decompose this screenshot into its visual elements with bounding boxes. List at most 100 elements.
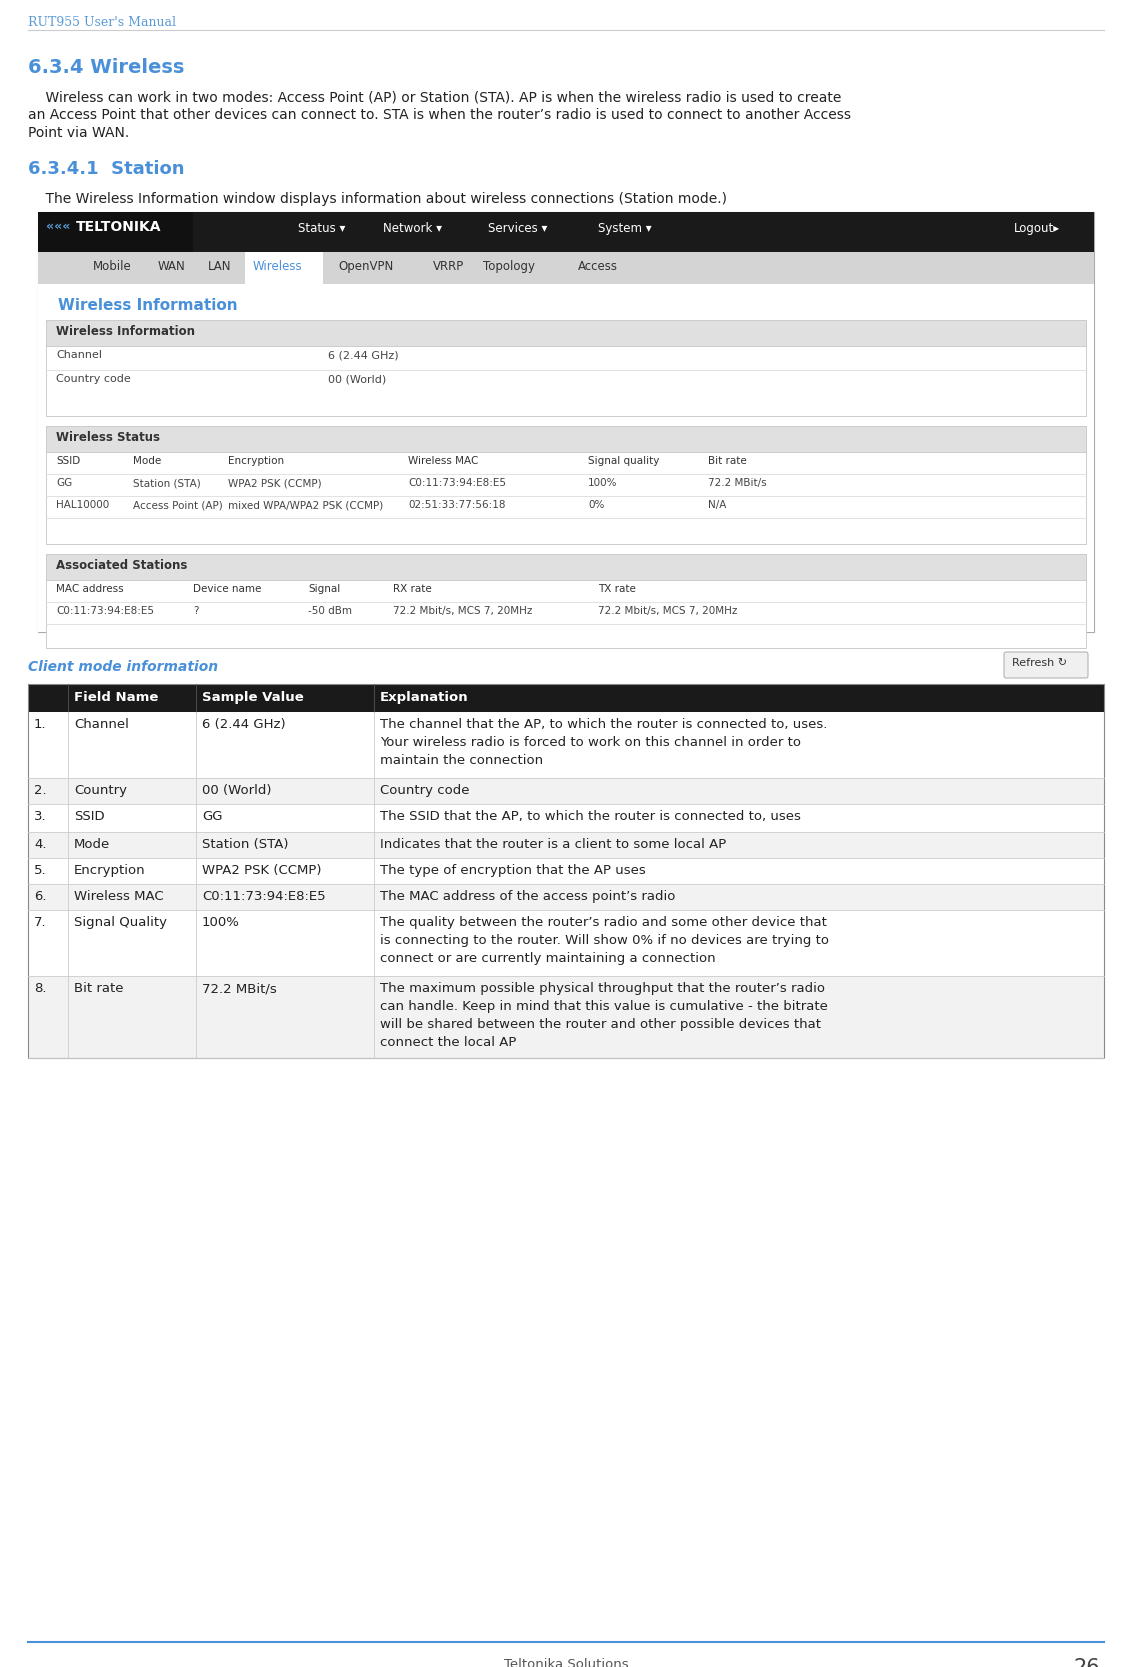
Text: ?: ? [192, 607, 198, 617]
Text: an Access Point that other devices can connect to. STA is when the router’s radi: an Access Point that other devices can c… [28, 108, 851, 122]
Text: 02:51:33:77:56:18: 02:51:33:77:56:18 [408, 500, 506, 510]
Text: Signal: Signal [308, 583, 341, 593]
Text: Station (STA): Station (STA) [132, 478, 200, 488]
Text: Bit rate: Bit rate [708, 457, 747, 467]
Bar [28, 884, 1104, 910]
Text: RX rate: RX rate [393, 583, 431, 593]
Text: Sample Value: Sample Value [201, 692, 303, 703]
Text: 100%: 100% [588, 478, 617, 488]
Bar [46, 427, 1086, 543]
Bar [46, 427, 1086, 452]
Text: 6 (2.44 GHz): 6 (2.44 GHz) [328, 350, 398, 360]
Text: 0%: 0% [588, 500, 604, 510]
Text: Indicates that the router is a client to some local AP: Indicates that the router is a client to… [380, 839, 727, 850]
Text: 6.: 6. [34, 890, 46, 904]
Text: The Wireless Information window displays information about wireless connections : The Wireless Information window displays… [28, 192, 727, 207]
Text: Access Point (AP): Access Point (AP) [132, 500, 223, 510]
Text: Device name: Device name [192, 583, 261, 593]
Text: Explanation: Explanation [380, 692, 469, 703]
Text: Mode: Mode [132, 457, 161, 467]
Text: WAN: WAN [158, 260, 186, 273]
Text: Mode: Mode [74, 839, 110, 850]
Bar [38, 283, 1094, 632]
Bar [38, 212, 1094, 252]
Text: mixed WPA/WPA2 PSK (CCMP): mixed WPA/WPA2 PSK (CCMP) [228, 500, 384, 510]
Text: The maximum possible physical throughput that the router’s radio
can handle. Kee: The maximum possible physical throughput… [380, 982, 827, 1049]
Text: Wireless Status: Wireless Status [55, 432, 160, 443]
Bar [46, 553, 1086, 648]
Text: SSID: SSID [74, 810, 104, 823]
Text: 00 (World): 00 (World) [328, 373, 386, 383]
Text: The channel that the AP, to which the router is connected to, uses.
Your wireles: The channel that the AP, to which the ro… [380, 718, 827, 767]
Text: 6.3.4 Wireless: 6.3.4 Wireless [28, 58, 185, 77]
Text: 2.: 2. [34, 783, 46, 797]
Bar [28, 803, 1104, 832]
Text: The SSID that the AP, to which the router is connected to, uses: The SSID that the AP, to which the route… [380, 810, 800, 823]
Text: HAL10000: HAL10000 [55, 500, 110, 510]
Text: TELTONIKA: TELTONIKA [76, 220, 162, 233]
Text: Signal quality: Signal quality [588, 457, 659, 467]
Text: Associated Stations: Associated Stations [55, 558, 188, 572]
Text: Logout▸: Logout▸ [1014, 222, 1061, 235]
Text: Point via WAN.: Point via WAN. [28, 127, 129, 140]
Text: VRRP: VRRP [434, 260, 464, 273]
Text: Teltonika Solutions: Teltonika Solutions [504, 1659, 628, 1667]
Bar [28, 683, 1104, 1059]
Bar [28, 778, 1104, 803]
Text: 72.2 MBit/s: 72.2 MBit/s [708, 478, 766, 488]
Text: Encryption: Encryption [228, 457, 284, 467]
Text: The MAC address of the access point’s radio: The MAC address of the access point’s ra… [380, 890, 676, 904]
Text: Network ▾: Network ▾ [383, 222, 441, 235]
Text: 72.2 Mbit/s, MCS 7, 20MHz: 72.2 Mbit/s, MCS 7, 20MHz [598, 607, 737, 617]
Text: Station (STA): Station (STA) [201, 839, 289, 850]
Text: The quality between the router’s radio and some other device that
is connecting : The quality between the router’s radio a… [380, 915, 829, 965]
Text: Services ▾: Services ▾ [488, 222, 548, 235]
Text: Field Name: Field Name [74, 692, 158, 703]
Bar [28, 910, 1104, 975]
Text: 6 (2.44 GHz): 6 (2.44 GHz) [201, 718, 285, 732]
Bar [38, 252, 1094, 283]
Text: 3.: 3. [34, 810, 46, 823]
Text: «««: ««« [46, 220, 70, 233]
Bar [28, 975, 1104, 1059]
Text: OpenVPN: OpenVPN [338, 260, 393, 273]
Text: Country code: Country code [380, 783, 470, 797]
Text: Wireless Information: Wireless Information [58, 298, 238, 313]
Text: Channel: Channel [74, 718, 129, 732]
Text: RUT955 User's Manual: RUT955 User's Manual [28, 17, 175, 28]
Text: 72.2 MBit/s: 72.2 MBit/s [201, 982, 276, 995]
Bar [28, 832, 1104, 859]
Text: GG: GG [55, 478, 72, 488]
Text: Country code: Country code [55, 373, 131, 383]
Text: C0:11:73:94:E8:E5: C0:11:73:94:E8:E5 [201, 890, 326, 904]
Text: 1.: 1. [34, 718, 46, 732]
Text: Client mode information: Client mode information [28, 660, 218, 673]
Text: 00 (World): 00 (World) [201, 783, 272, 797]
Text: Mobile: Mobile [93, 260, 131, 273]
Bar [28, 683, 1104, 712]
Text: 5.: 5. [34, 864, 46, 877]
Bar [28, 859, 1104, 884]
Text: Wireless Information: Wireless Information [55, 325, 195, 338]
Text: Encryption: Encryption [74, 864, 146, 877]
Text: Refresh ↻: Refresh ↻ [1012, 658, 1067, 668]
Text: Status ▾: Status ▾ [298, 222, 345, 235]
Bar [28, 712, 1104, 778]
Bar [245, 252, 323, 283]
Bar [46, 320, 1086, 417]
Bar [38, 212, 192, 252]
Text: TX rate: TX rate [598, 583, 636, 593]
Text: -50 dBm: -50 dBm [308, 607, 352, 617]
Text: Wireless MAC: Wireless MAC [408, 457, 479, 467]
Text: Wireless MAC: Wireless MAC [74, 890, 164, 904]
Text: Wireless can work in two modes: Access Point (AP) or Station (STA). AP is when t: Wireless can work in two modes: Access P… [28, 90, 841, 103]
Text: SSID: SSID [55, 457, 80, 467]
Text: 8.: 8. [34, 982, 46, 995]
Text: Signal Quality: Signal Quality [74, 915, 168, 929]
Text: C0:11:73:94:E8:E5: C0:11:73:94:E8:E5 [55, 607, 154, 617]
Text: System ▾: System ▾ [598, 222, 652, 235]
FancyBboxPatch shape [1004, 652, 1088, 678]
Bar [46, 553, 1086, 580]
Text: 7.: 7. [34, 915, 46, 929]
Text: 26: 26 [1073, 1659, 1100, 1667]
